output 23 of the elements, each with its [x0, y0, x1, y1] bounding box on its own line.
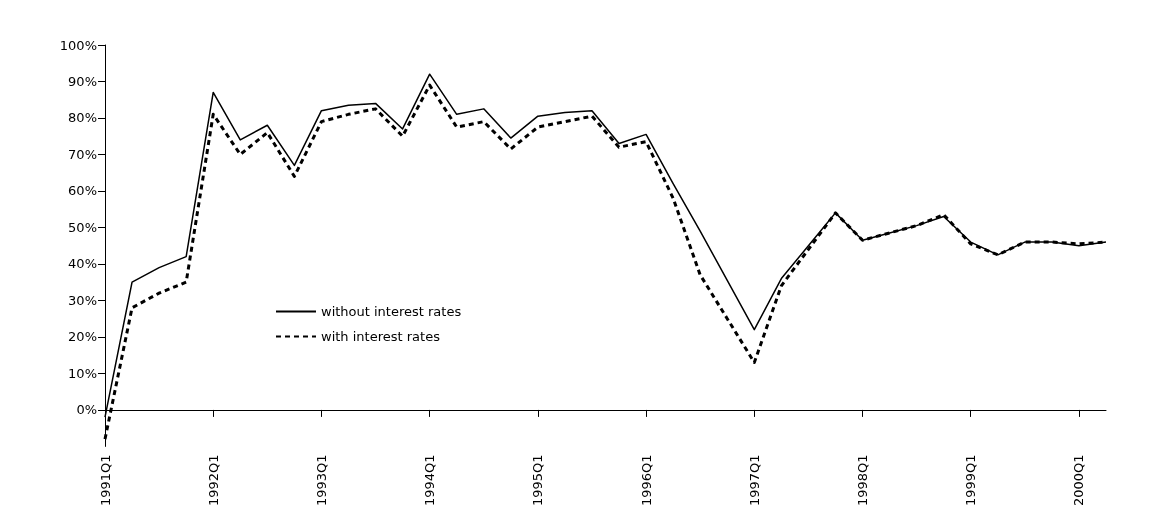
- legend-label: without interest rates: [321, 304, 462, 319]
- x-tick-label: 1992Q1: [205, 454, 221, 507]
- x-tick-label: 1993Q1: [313, 454, 329, 507]
- x-tick-label: 1994Q1: [422, 454, 438, 507]
- y-tick-label: 100%: [59, 37, 97, 53]
- x-tick-label: 1997Q1: [746, 454, 762, 507]
- x-tick-label: 1996Q1: [638, 454, 654, 507]
- y-tick-label: 0%: [76, 402, 97, 418]
- x-tick-label: 1999Q1: [963, 454, 979, 507]
- y-tick-label: 10%: [68, 365, 97, 381]
- x-tick-label: 2000Q1: [1071, 454, 1087, 507]
- y-tick-label: 50%: [68, 219, 97, 235]
- y-tick-label: 70%: [68, 146, 97, 162]
- y-tick-label: 60%: [68, 183, 97, 199]
- x-tick-label: 1998Q1: [855, 454, 871, 507]
- x-tick-label: 1991Q1: [97, 454, 113, 507]
- y-tick-label: 40%: [68, 256, 97, 272]
- y-tick-label: 90%: [68, 73, 97, 89]
- y-tick-label: 80%: [68, 110, 97, 126]
- y-tick-label: 20%: [68, 329, 97, 345]
- x-tick-label: 1995Q1: [530, 454, 546, 507]
- y-tick-label: 30%: [68, 292, 97, 308]
- legend-label: with interest rates: [321, 329, 441, 344]
